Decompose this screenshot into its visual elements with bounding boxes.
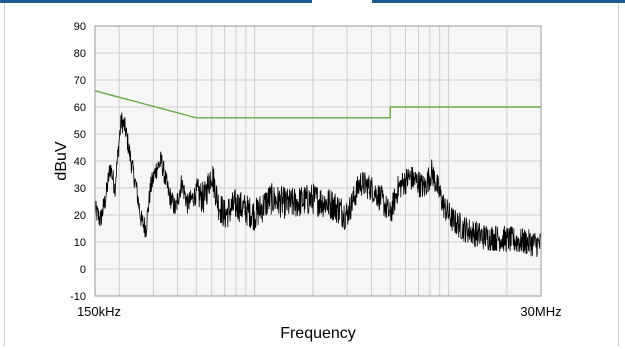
- limit-line: [94, 90, 541, 119]
- y-tick-label: 0: [80, 264, 86, 276]
- y-tick-label: 80: [74, 48, 86, 60]
- y-tick-label: 60: [74, 102, 86, 114]
- y-tick-labels: 90 80 70 60 50 40 30 20 10 0 -10: [70, 21, 86, 303]
- y-axis-label: dBuV: [53, 141, 70, 180]
- y-tick-label: 10: [74, 237, 86, 249]
- x-axis-label: Frequency: [280, 325, 356, 342]
- y-tick-label: 90: [74, 21, 86, 33]
- series-layer: [94, 90, 542, 258]
- y-tick-label: 50: [74, 129, 86, 141]
- y-tick-label: 40: [74, 156, 86, 168]
- y-tick-label: 20: [74, 210, 86, 222]
- plot-border: [94, 25, 542, 297]
- x-tick-label-start: 150kHz: [77, 304, 121, 319]
- x-tick-label-end: 30MHz: [520, 304, 561, 319]
- panel-frame: [4, 3, 619, 346]
- y-tick-label: 30: [74, 183, 86, 195]
- y-tick-label: 70: [74, 75, 86, 87]
- measurement-trace: [94, 112, 542, 258]
- y-tick-label: -10: [70, 291, 86, 303]
- window-top-notch: [312, 0, 372, 3]
